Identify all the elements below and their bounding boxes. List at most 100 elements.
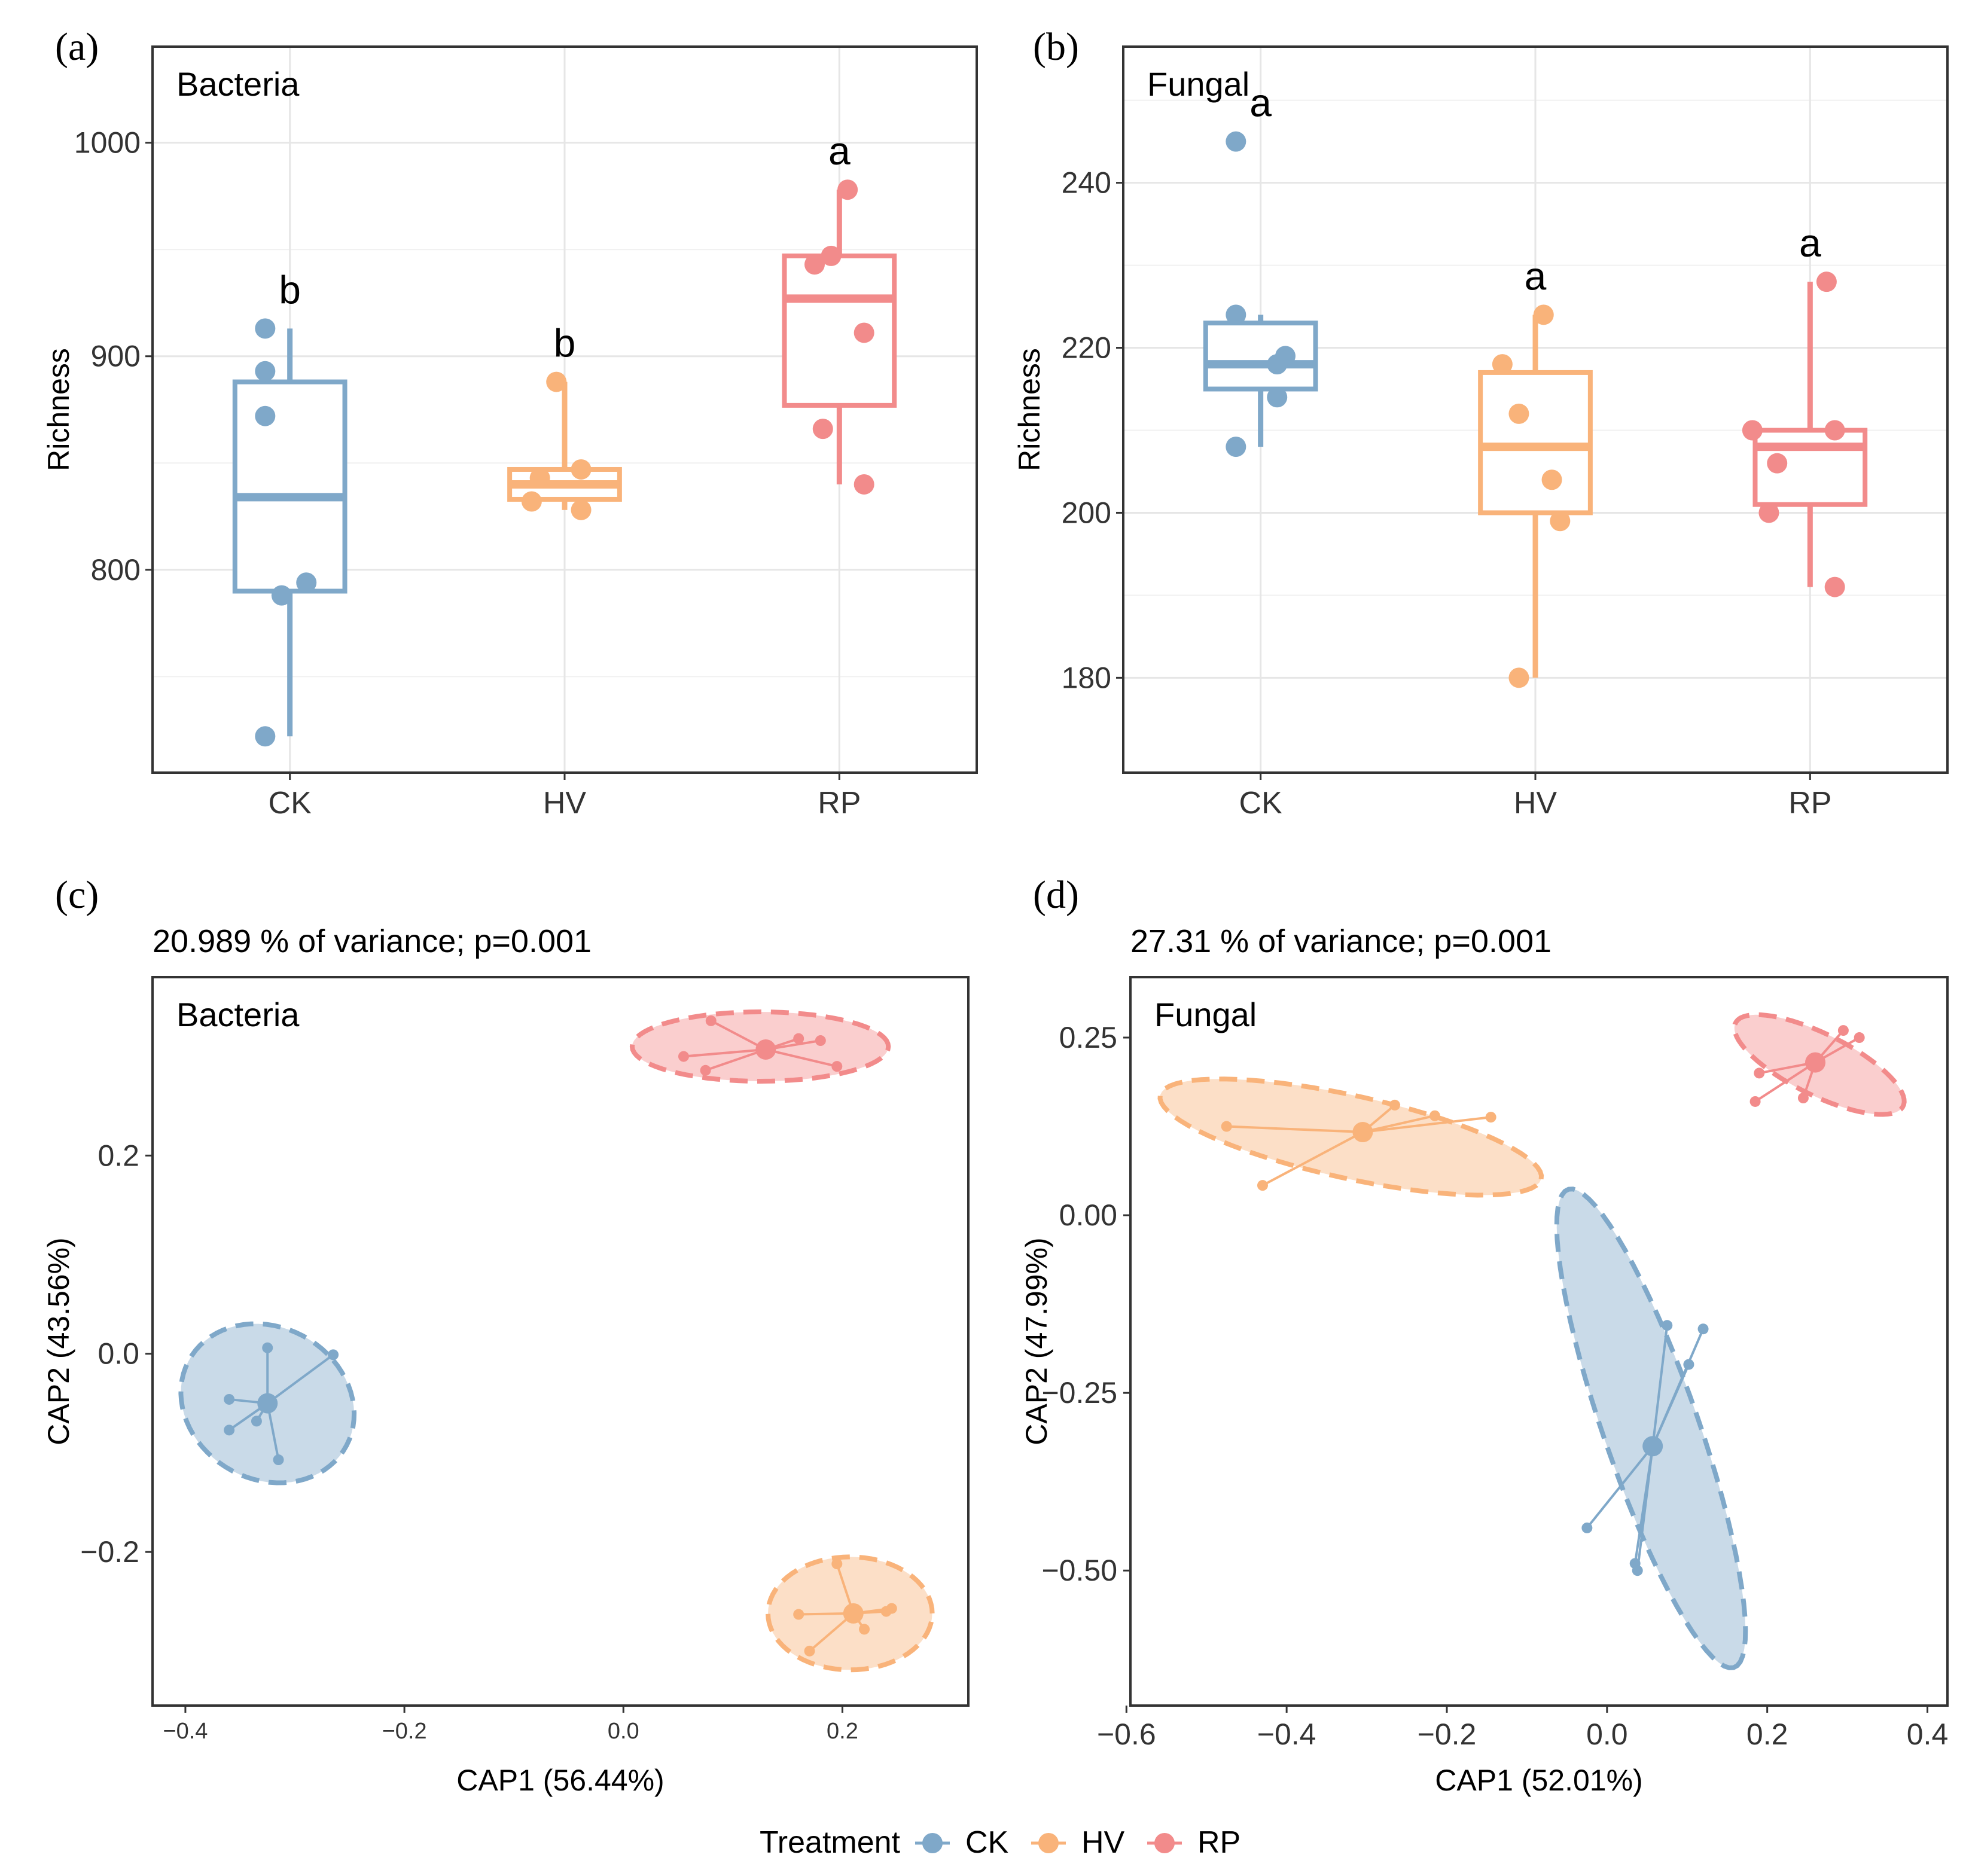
data-point xyxy=(546,371,567,392)
data-point xyxy=(1267,354,1288,375)
data-point xyxy=(1697,1323,1709,1335)
data-point xyxy=(328,1349,339,1361)
panel-a-label: (a) xyxy=(55,25,99,69)
data-point xyxy=(1816,272,1837,292)
data-point xyxy=(1389,1099,1400,1111)
legend-title: Treatment xyxy=(760,1825,901,1860)
data-point xyxy=(1226,304,1246,325)
box-CK xyxy=(232,379,348,594)
spider-line xyxy=(1362,1114,1435,1133)
panel-d-y-ticks: −0.50 −0.25 0.00 0.25 xyxy=(1041,1021,1130,1587)
data-point xyxy=(521,491,542,512)
y-tick-label: −0.2 xyxy=(80,1535,139,1569)
x-tick-label: CK xyxy=(269,786,312,820)
x-tick-label: HV xyxy=(1514,786,1557,820)
panel-c-cap-plot: (c) 20.989 % of variance; p=0.001 Bacter… xyxy=(42,873,970,1797)
data-point xyxy=(854,322,874,343)
data-point xyxy=(1837,1025,1849,1036)
data-point xyxy=(831,1061,843,1072)
panel-b-y-ticks: 180 200 220 240 xyxy=(1062,166,1123,694)
panel-b-marks: a a a xyxy=(1203,81,1868,688)
panel-a-box-plot: (a) b b a Bacteria 800 900 1000 CK HV RP Richn… xyxy=(42,25,978,820)
data-point xyxy=(859,1624,870,1635)
data-point xyxy=(1267,387,1288,408)
data-point xyxy=(793,1609,804,1620)
panel-d-label: (d) xyxy=(1033,873,1079,917)
data-point xyxy=(1257,1180,1268,1191)
panel-d-x-ticks: −0.6 −0.4 −0.2 0.0 0.2 0.4 xyxy=(1097,1706,1948,1751)
data-point xyxy=(1824,576,1845,597)
data-point xyxy=(571,459,592,480)
panel-c-x-ticks: −0.4 −0.2 0.0 0.2 xyxy=(163,1706,858,1744)
spider-line xyxy=(683,1048,766,1058)
spider-line xyxy=(710,1020,767,1051)
panel-a-y-ticks: 800 900 1000 xyxy=(74,126,153,587)
spider-line xyxy=(1636,1446,1654,1571)
data-point xyxy=(255,405,276,426)
legend-marker-RP xyxy=(1154,1833,1175,1853)
data-point xyxy=(529,468,550,489)
data-point xyxy=(1754,1067,1765,1079)
data-point xyxy=(271,585,292,606)
data-point xyxy=(571,499,592,520)
ellipse-CK xyxy=(1554,1186,1748,1670)
data-point xyxy=(1485,1112,1496,1123)
legend-label-HV: HV xyxy=(1081,1825,1125,1860)
significance-letter: b xyxy=(554,321,576,365)
data-point xyxy=(262,1342,273,1353)
centroid-CK xyxy=(1642,1436,1663,1457)
data-point xyxy=(1492,354,1513,375)
centroid-CK xyxy=(257,1393,278,1414)
data-point xyxy=(1226,131,1246,152)
data-point xyxy=(705,1015,717,1026)
data-point xyxy=(1550,511,1571,532)
spider-line xyxy=(705,1048,766,1072)
y-tick-label: −0.25 xyxy=(1041,1376,1117,1410)
x-tick-label: 0.0 xyxy=(608,1719,639,1744)
panel-c-label: (c) xyxy=(55,873,99,917)
significance-letter: a xyxy=(828,129,851,173)
panel-d-title: Fungal xyxy=(1154,996,1257,1033)
x-tick-label: −0.6 xyxy=(1097,1718,1156,1751)
legend-items: CK HV RP xyxy=(915,1825,1240,1860)
significance-letter: b xyxy=(279,267,301,312)
data-point xyxy=(831,1558,843,1570)
data-point xyxy=(812,419,833,440)
y-tick-label: 900 xyxy=(91,340,141,373)
data-point xyxy=(255,318,276,339)
data-point xyxy=(804,1645,815,1657)
panel-b-box-plot: (b) a a a Fungal 180 200 220 240 CK HV RP Richn… xyxy=(1013,25,1949,820)
data-point xyxy=(1854,1032,1865,1044)
panel-b-title: Fungal xyxy=(1147,65,1249,103)
y-tick-label: 240 xyxy=(1062,166,1111,200)
centroid-HV xyxy=(843,1603,864,1624)
spider-line xyxy=(267,1353,334,1405)
data-point xyxy=(1581,1522,1593,1533)
panel-c-x-label: CAP1 (56.44%) xyxy=(456,1764,664,1797)
significance-letter: a xyxy=(1799,221,1821,265)
x-tick-label: CK xyxy=(1239,786,1283,820)
panel-a-y-label: Richness xyxy=(42,348,75,471)
panel-b-x-ticks: CK HV RP xyxy=(1239,773,1831,820)
x-tick-label: 0.4 xyxy=(1907,1718,1949,1751)
data-point xyxy=(224,1393,235,1405)
y-tick-label: −0.50 xyxy=(1041,1554,1117,1587)
data-point xyxy=(678,1051,689,1062)
data-point xyxy=(224,1424,235,1436)
panel-d-x-label: CAP1 (52.01%) xyxy=(1435,1764,1642,1797)
x-tick-label: HV xyxy=(543,786,587,820)
data-point xyxy=(1429,1110,1440,1121)
significance-letter: a xyxy=(1249,81,1272,125)
data-point xyxy=(296,572,317,593)
legend-marker-CK xyxy=(922,1833,943,1853)
box-RP xyxy=(782,253,897,408)
data-point xyxy=(1533,304,1554,325)
panel-d-marks xyxy=(1157,1012,1907,1670)
data-point xyxy=(1541,469,1562,490)
centroid-RP xyxy=(1805,1052,1826,1073)
data-point xyxy=(255,361,276,382)
legend-marker-HV xyxy=(1038,1833,1059,1853)
y-tick-label: 180 xyxy=(1062,661,1111,694)
y-tick-label: 0.0 xyxy=(97,1337,139,1371)
